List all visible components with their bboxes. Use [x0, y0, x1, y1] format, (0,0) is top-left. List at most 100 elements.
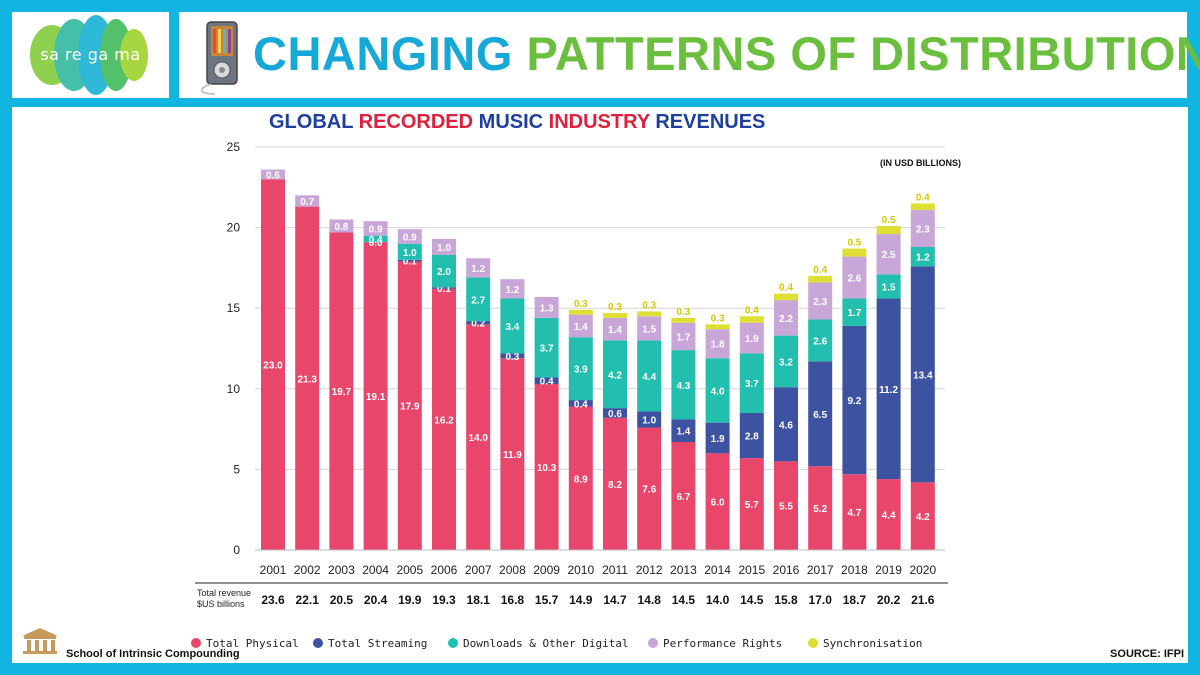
bar-segment — [842, 256, 867, 299]
total-revenue-value: 18.1 — [467, 593, 491, 607]
bar-segment — [363, 221, 388, 236]
y-tick-label: 0 — [233, 543, 240, 557]
bar-segment — [705, 329, 730, 359]
bar-segment — [808, 275, 833, 283]
data-label: 0.8 — [334, 222, 348, 233]
bar-segment — [739, 353, 764, 413]
data-label: 0.0 — [369, 238, 383, 249]
bar-segment — [637, 316, 662, 341]
chart-title-word-2: RECORDED — [358, 111, 474, 133]
bar-segment — [705, 358, 730, 423]
bar-segment — [568, 314, 593, 338]
data-label: 19.7 — [332, 387, 352, 398]
y-tick-label: 20 — [227, 221, 241, 235]
bar-segment — [637, 340, 662, 412]
data-label: 6.5 — [813, 410, 827, 421]
data-label: 1.7 — [847, 308, 861, 319]
bar-segment — [534, 296, 559, 318]
data-label: 0.6 — [608, 409, 622, 420]
x-tick-label: 2014 — [704, 563, 731, 577]
data-label: 0.4 — [745, 305, 759, 316]
legend-swatch — [808, 638, 818, 648]
y-tick-label: 5 — [233, 462, 240, 476]
bar-segment — [876, 225, 901, 235]
bar-segment — [842, 248, 867, 257]
data-label: 1.8 — [711, 340, 725, 351]
data-label: 1.5 — [642, 324, 656, 335]
data-label: 1.9 — [745, 334, 759, 345]
bar-segment — [637, 411, 662, 428]
bar-segment — [363, 235, 388, 243]
bar-segment — [500, 353, 525, 359]
bar-segment — [876, 479, 901, 550]
x-tick-label: 2016 — [773, 563, 800, 577]
x-tick-label: 2008 — [499, 563, 526, 577]
bar-segment — [842, 298, 867, 326]
page-title: CHANGING PATTERNS OF DISTRIBUTION — [253, 18, 1200, 90]
bar-segment — [568, 406, 593, 550]
bar-segment — [808, 361, 833, 467]
data-label: 8.2 — [608, 480, 622, 491]
bar-segment — [295, 195, 320, 207]
data-label: 19.1 — [366, 392, 386, 403]
data-label: 2.0 — [437, 267, 451, 278]
legend-label: Downloads & Other Digital — [463, 637, 629, 650]
bar-segment — [261, 179, 285, 551]
units-note: (IN USD BILLIONS) — [880, 158, 961, 168]
bar-segment — [568, 337, 593, 401]
total-revenue-value: 19.9 — [398, 593, 422, 607]
bar-segment — [808, 466, 833, 550]
bar-segment — [739, 412, 764, 459]
title-word-patterns-of: PATTERNS OF — [526, 27, 857, 80]
bar-segment — [671, 350, 696, 420]
x-tick-label: 2020 — [909, 563, 936, 577]
bar-segment — [739, 458, 764, 550]
music-player-icon — [201, 21, 238, 95]
data-label: 11.9 — [503, 450, 522, 461]
x-tick-label: 2010 — [567, 563, 594, 577]
bar-segment — [671, 322, 696, 351]
bar-segment — [329, 232, 354, 550]
total-revenue-value: 18.7 — [843, 593, 867, 607]
chart-title-word-1: GLOBAL — [269, 111, 354, 133]
bar-segment — [603, 408, 627, 418]
bar-segment — [466, 277, 491, 322]
x-tick-label: 2002 — [294, 563, 321, 577]
data-label: 2.3 — [916, 224, 930, 235]
bar-segment — [397, 243, 422, 260]
bar-segment — [876, 274, 901, 299]
legend-swatch — [313, 638, 323, 648]
data-label: 3.2 — [779, 357, 793, 368]
chart-title: GLOBAL RECORDED MUSIC INDUSTRY REVENUES — [269, 111, 765, 134]
data-label: 1.0 — [403, 248, 417, 259]
data-label: 5.5 — [779, 502, 793, 513]
bar-segment — [671, 441, 696, 550]
total-revenue-value: 23.6 — [261, 593, 285, 607]
total-revenue-value: 16.8 — [501, 593, 525, 607]
data-label: 13.4 — [913, 370, 933, 381]
school-name: School of Intrinsic Compounding — [66, 648, 240, 660]
data-label: 1.2 — [916, 253, 930, 264]
data-label: 1.4 — [574, 322, 588, 333]
total-revenue-value: 14.5 — [740, 593, 764, 607]
title-bar: CHANGING PATTERNS OF DISTRIBUTION — [179, 12, 1200, 98]
bar-segment — [739, 322, 764, 354]
x-tick-label: 2009 — [533, 563, 560, 577]
data-label: 1.3 — [540, 303, 554, 314]
data-label: 0.3 — [505, 352, 519, 363]
data-label: 11.2 — [879, 385, 898, 396]
data-label: 4.0 — [711, 386, 725, 397]
bar-segment — [910, 203, 935, 210]
data-label: 2.2 — [779, 314, 793, 325]
total-revenue-value: 19.3 — [432, 593, 456, 607]
data-label: 0.1 — [403, 257, 417, 268]
bar-segment — [876, 234, 901, 275]
bar-segment — [774, 461, 798, 550]
bar-segment — [568, 400, 593, 407]
bar-segment — [295, 206, 320, 551]
bar-segment — [671, 317, 696, 323]
data-label: 6.0 — [711, 498, 725, 509]
data-label: 0.4 — [574, 399, 588, 410]
data-label: 0.4 — [916, 192, 930, 203]
x-tick-label: 2015 — [738, 563, 765, 577]
